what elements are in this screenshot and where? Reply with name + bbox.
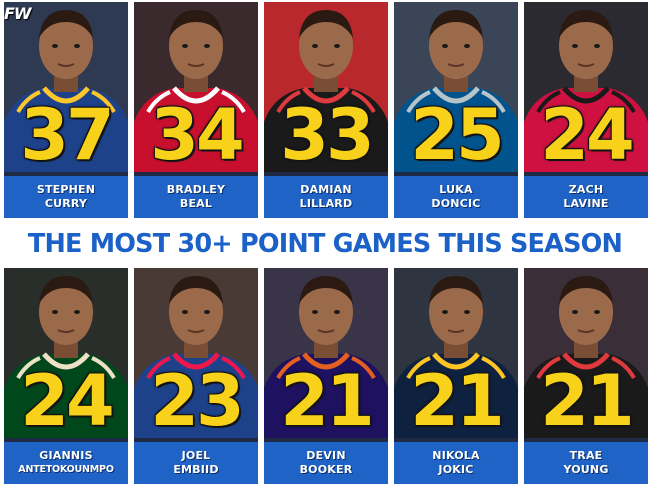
player-card: 21 DEVIN BOOKER: [264, 268, 388, 484]
player-first-name: TRAE: [569, 449, 603, 462]
player-last-name: EMBIID: [173, 463, 219, 476]
player-photo: [4, 2, 128, 172]
games-count: 21: [410, 360, 504, 442]
player-nameplate: TRAE YOUNG: [524, 442, 648, 484]
player-first-name: LUKA: [439, 183, 473, 196]
player-first-name: NIKOLA: [432, 449, 480, 462]
player-card: 21 TRAE YOUNG: [524, 268, 648, 484]
player-nameplate: BRADLEY BEAL: [134, 176, 258, 218]
player-card: 34 BRADLEY BEAL: [134, 2, 258, 218]
player-photo: [524, 268, 648, 438]
player-nameplate: LUKA DONCIC: [394, 176, 518, 218]
player-first-name: DAMIAN: [300, 183, 352, 196]
player-photo: [264, 2, 388, 172]
games-count: 21: [280, 360, 374, 442]
player-card: 37 STEPHEN CURRY: [4, 2, 128, 218]
player-nameplate: DEVIN BOOKER: [264, 442, 388, 484]
player-card: 24 GIANNIS ANTETOKOUNMPO: [4, 268, 128, 484]
player-last-name: BEAL: [179, 197, 213, 210]
top-row: 37 STEPHEN CURRY 34 BRADLEY BEAL 33 DAMIAN LILLA…: [0, 2, 650, 218]
player-photo: [524, 2, 648, 172]
player-last-name: YOUNG: [563, 463, 609, 476]
player-nameplate: NIKOLA JOKIC: [394, 442, 518, 484]
games-count: 33: [280, 94, 374, 176]
games-count: 21: [540, 360, 634, 442]
games-count: 24: [540, 94, 634, 176]
headline-text: THE MOST 30+ POINT GAMES THIS SEASON: [27, 229, 623, 259]
player-card: 24 ZACH LAVINE: [524, 2, 648, 218]
brand-logo: FW: [4, 4, 32, 23]
player-nameplate: DAMIAN LILLARD: [264, 176, 388, 218]
games-count: 25: [410, 94, 504, 176]
player-first-name: GIANNIS: [39, 449, 93, 462]
player-first-name: BRADLEY: [166, 183, 226, 196]
player-first-name: ZACH: [568, 183, 604, 196]
player-first-name: STEPHEN: [36, 183, 96, 196]
player-card: 25 LUKA DONCIC: [394, 2, 518, 218]
player-nameplate: STEPHEN CURRY: [4, 176, 128, 218]
player-photo: [134, 268, 258, 438]
player-nameplate: ZACH LAVINE: [524, 176, 648, 218]
headline: THE MOST 30+ POINT GAMES THIS SEASON: [0, 222, 650, 266]
player-card: 33 DAMIAN LILLARD: [264, 2, 388, 218]
player-card: 21 NIKOLA JOKIC: [394, 268, 518, 484]
games-count: 24: [20, 360, 114, 442]
player-last-name: DONCIC: [431, 197, 481, 210]
player-last-name: JOKIC: [438, 463, 474, 476]
player-nameplate: JOEL EMBIID: [134, 442, 258, 484]
player-photo: [134, 2, 258, 172]
player-nameplate: GIANNIS ANTETOKOUNMPO: [4, 442, 128, 484]
player-photo: [394, 268, 518, 438]
player-photo: [394, 2, 518, 172]
games-count: 34: [150, 94, 244, 176]
player-last-name: LILLARD: [299, 197, 353, 210]
games-count: 23: [150, 360, 244, 442]
player-last-name: BOOKER: [299, 463, 353, 476]
player-photo: [264, 268, 388, 438]
bottom-row: 24 GIANNIS ANTETOKOUNMPO 23 JOEL EMBIID 21 DEVI…: [0, 268, 650, 484]
player-card: 23 JOEL EMBIID: [134, 268, 258, 484]
player-last-name: ANTETOKOUNMPO: [18, 464, 114, 475]
player-last-name: CURRY: [44, 197, 88, 210]
player-first-name: DEVIN: [306, 449, 346, 462]
player-first-name: JOEL: [181, 449, 211, 462]
games-count: 37: [20, 94, 114, 176]
player-last-name: LAVINE: [563, 197, 609, 210]
player-photo: [4, 268, 128, 438]
